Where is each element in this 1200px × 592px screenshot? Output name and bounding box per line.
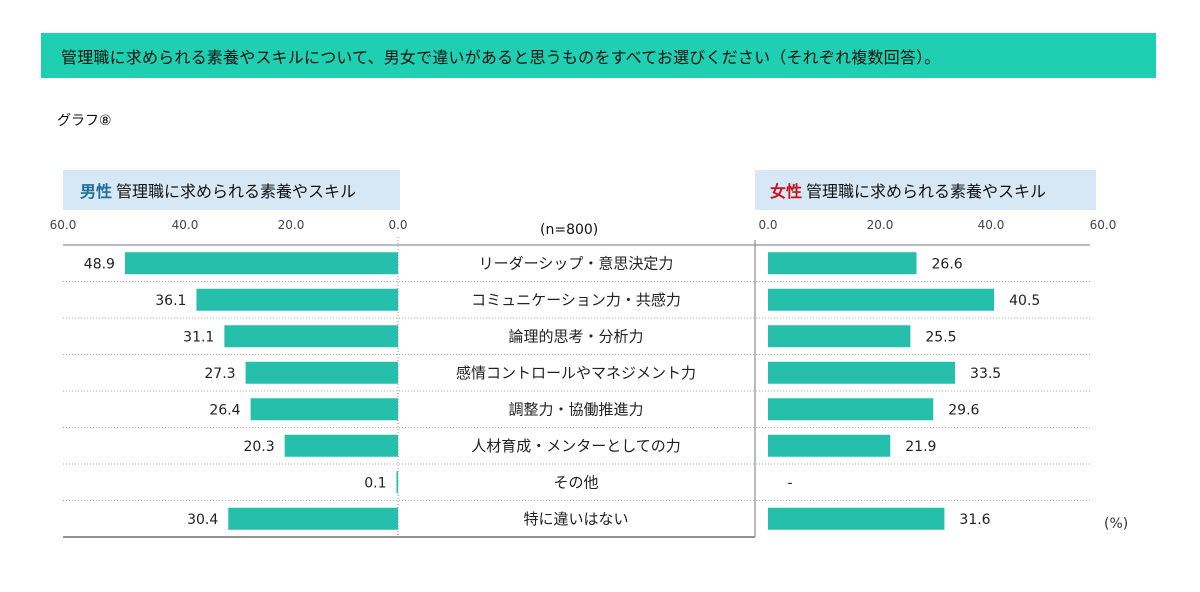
unit-label: (%) <box>1104 516 1129 532</box>
female-value-label: 29.6 <box>948 402 979 418</box>
male-value-label: 31.1 <box>183 329 214 345</box>
category-label: リーダーシップ・意思決定力 <box>479 254 674 272</box>
category-label: 論理的思考・分析力 <box>508 327 643 345</box>
chart-title: 管理職に求められる素養やスキルについて、男女で違いがあると思うものをすべてお選び… <box>61 47 941 67</box>
category-label: 調整力・協働推進力 <box>508 400 643 418</box>
female-series-suffix: 管理職に求められる素養やスキル <box>806 182 1047 201</box>
female-bar <box>768 507 945 530</box>
male-panel-header: 男性 管理職に求められる素養やスキル <box>63 170 400 210</box>
female-value-label: 40.5 <box>1009 293 1040 309</box>
female-panel-header: 女性 管理職に求められる素養やスキル <box>755 170 1096 210</box>
male-series-prefix: 男性 <box>80 182 113 201</box>
category-label: 感情コントロールやマネジメント力 <box>456 364 696 382</box>
male-bar <box>284 434 398 457</box>
female-value-label: 25.5 <box>925 329 956 345</box>
male-value-label: 26.4 <box>209 402 240 418</box>
female-bar <box>768 288 995 311</box>
title-band: 管理職に求められる素養やスキルについて、男女で違いがあると思うものをすべてお選び… <box>41 33 1156 78</box>
female-value-label: 26.6 <box>932 256 963 272</box>
male-value-label: 30.4 <box>187 512 218 528</box>
male-series-suffix: 管理職に求められる素養やスキル <box>116 182 357 201</box>
category-label: 人材育成・メンターとしての力 <box>471 437 681 455</box>
male-value-label: 48.9 <box>84 256 115 272</box>
male-bar <box>245 361 398 384</box>
female-axis-tick-label: 40.0 <box>978 218 1005 232</box>
category-label: 特に違いはない <box>523 510 628 528</box>
male-value-label: 36.1 <box>155 293 186 309</box>
female-series-prefix: 女性 <box>770 182 803 201</box>
male-bar <box>124 252 398 275</box>
male-bar <box>228 507 398 530</box>
female-value-label: 31.6 <box>959 512 990 528</box>
female-value-label: 33.5 <box>970 366 1001 382</box>
female-bar <box>768 361 956 384</box>
female-axis-tick-label: 60.0 <box>1090 218 1117 232</box>
female-value-label: - <box>787 475 792 491</box>
male-axis-tick-label: 0.0 <box>388 218 407 232</box>
graph-label: グラフ⑧ <box>57 113 112 129</box>
female-axis-tick-label: 0.0 <box>758 218 777 232</box>
male-value-label: 27.3 <box>204 366 235 382</box>
sample-size-label: (n=800) <box>540 222 599 238</box>
female-bar <box>768 325 911 348</box>
male-bar <box>250 398 398 421</box>
male-axis-tick-label: 60.0 <box>50 218 77 232</box>
male-value-label: 20.3 <box>243 439 274 455</box>
female-bar <box>768 398 934 421</box>
male-axis-tick-label: 20.0 <box>278 218 305 232</box>
male-value-label: 0.1 <box>364 475 386 491</box>
male-bar <box>396 471 398 494</box>
male-bar <box>196 288 398 311</box>
male-axis-tick-label: 40.0 <box>172 218 199 232</box>
category-label: コミュニケーション力・共感力 <box>471 291 681 309</box>
category-label: その他 <box>553 473 598 491</box>
female-bar <box>768 252 917 275</box>
female-axis-tick-label: 20.0 <box>867 218 894 232</box>
female-value-label: 21.9 <box>905 439 936 455</box>
male-bar <box>224 325 398 348</box>
female-bar <box>768 434 891 457</box>
